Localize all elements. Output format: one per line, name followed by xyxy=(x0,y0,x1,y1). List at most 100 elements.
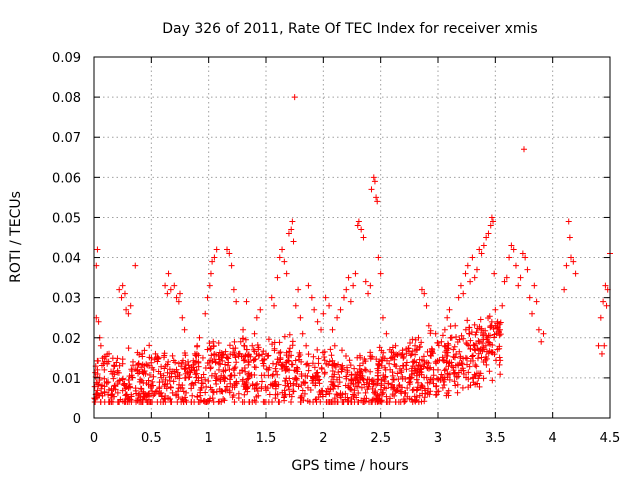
data-point xyxy=(106,350,113,357)
data-point xyxy=(92,369,99,376)
data-point xyxy=(533,298,540,305)
data-point xyxy=(378,397,385,404)
data-point xyxy=(430,366,437,373)
data-point xyxy=(199,380,206,387)
data-point xyxy=(347,362,354,369)
data-point xyxy=(600,298,607,305)
data-point xyxy=(300,378,307,385)
data-point xyxy=(407,339,414,346)
data-point xyxy=(438,371,445,378)
data-point xyxy=(413,376,420,383)
data-point xyxy=(321,348,328,355)
data-point xyxy=(430,380,437,387)
data-point xyxy=(135,370,142,377)
data-point xyxy=(339,347,346,354)
data-point xyxy=(402,398,409,405)
data-point xyxy=(444,374,451,381)
data-point xyxy=(160,372,167,379)
data-point xyxy=(92,395,99,402)
data-point xyxy=(283,375,290,382)
data-point xyxy=(181,326,188,333)
data-point xyxy=(241,391,248,398)
data-point xyxy=(447,323,454,330)
data-point xyxy=(164,369,171,376)
data-point xyxy=(352,371,359,378)
data-point xyxy=(389,369,396,376)
data-point xyxy=(181,365,188,372)
data-point xyxy=(116,362,123,369)
data-point xyxy=(477,370,484,377)
data-point xyxy=(119,375,126,382)
data-point xyxy=(469,375,476,382)
data-point xyxy=(135,360,142,367)
data-point xyxy=(354,222,361,229)
data-point xyxy=(231,349,238,356)
data-point xyxy=(360,234,367,241)
data-point xyxy=(251,386,258,393)
data-point xyxy=(465,376,472,383)
data-point xyxy=(165,358,172,365)
data-point xyxy=(451,343,458,350)
data-point xyxy=(377,386,384,393)
data-point xyxy=(465,369,472,376)
data-point xyxy=(439,356,446,363)
data-point xyxy=(253,393,260,400)
data-point xyxy=(487,222,494,229)
data-point xyxy=(206,282,213,289)
data-point xyxy=(376,398,383,405)
data-point xyxy=(111,371,118,378)
x-tick-label: 3 xyxy=(434,431,442,446)
data-point xyxy=(477,347,484,354)
data-point xyxy=(425,385,432,392)
data-point xyxy=(162,282,169,289)
tick-layer xyxy=(93,56,611,419)
data-point xyxy=(406,374,413,381)
data-point xyxy=(225,355,232,362)
data-point xyxy=(286,331,293,338)
data-point xyxy=(298,393,305,400)
data-point xyxy=(469,353,476,360)
data-point xyxy=(295,286,302,293)
data-point xyxy=(101,383,108,390)
data-point xyxy=(286,386,293,393)
data-point xyxy=(389,344,396,351)
data-point xyxy=(391,376,398,383)
data-point xyxy=(162,381,169,388)
data-point xyxy=(212,370,219,377)
data-point xyxy=(238,353,245,360)
data-point xyxy=(157,398,164,405)
data-point xyxy=(413,387,420,394)
data-point xyxy=(328,352,335,359)
data-point xyxy=(124,395,131,402)
data-point xyxy=(439,384,446,391)
data-point xyxy=(460,290,467,297)
data-point xyxy=(320,310,327,317)
data-point xyxy=(294,368,301,375)
data-point xyxy=(249,342,256,349)
data-point xyxy=(322,294,329,301)
data-point xyxy=(280,394,287,401)
data-point xyxy=(263,387,270,394)
data-point xyxy=(483,355,490,362)
data-point xyxy=(470,341,477,348)
data-point xyxy=(178,359,185,366)
y-tick-label: 0.09 xyxy=(52,51,81,66)
data-point xyxy=(316,376,323,383)
data-point xyxy=(321,354,328,361)
data-point xyxy=(565,218,572,225)
data-point xyxy=(351,375,358,382)
data-point xyxy=(326,302,333,309)
data-point xyxy=(237,338,244,345)
data-point xyxy=(448,359,455,366)
data-point xyxy=(191,359,198,366)
data-point xyxy=(285,357,292,364)
data-point xyxy=(217,378,224,385)
data-point xyxy=(126,381,133,388)
data-point xyxy=(178,363,185,370)
data-point xyxy=(231,398,238,405)
data-point xyxy=(283,363,290,370)
data-point xyxy=(375,367,382,374)
data-point xyxy=(418,286,425,293)
data-point xyxy=(288,226,295,233)
data-point xyxy=(365,290,372,297)
